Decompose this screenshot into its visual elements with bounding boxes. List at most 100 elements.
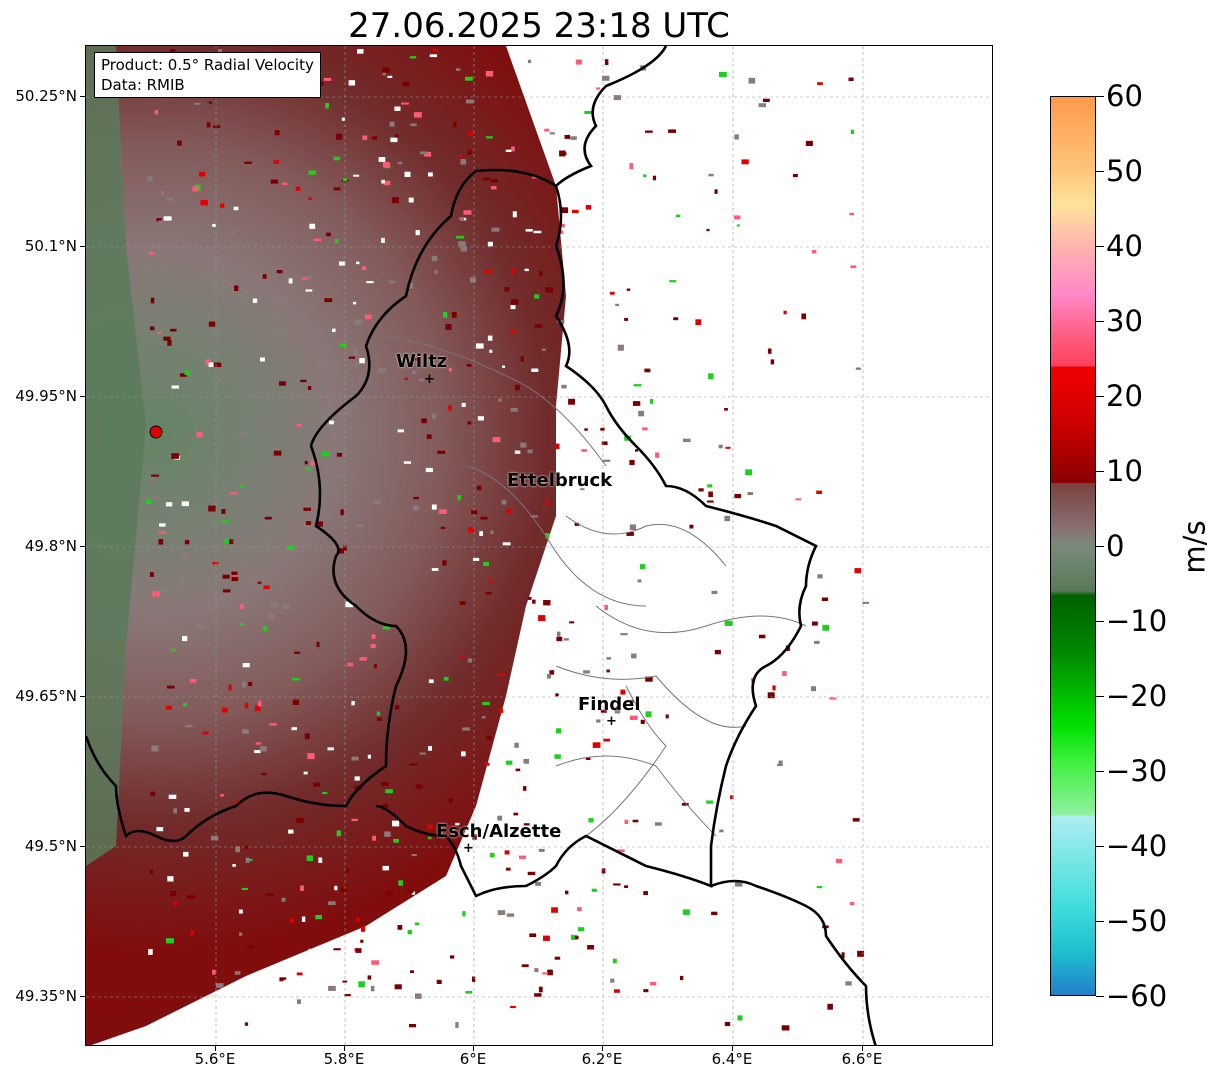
velocity-pixel <box>248 858 253 861</box>
velocity-pixel <box>313 782 320 787</box>
velocity-pixel <box>427 824 433 829</box>
velocity-pixel <box>576 907 582 911</box>
velocity-pixel <box>307 753 315 760</box>
colorbar-tick-label: 50 <box>1106 154 1143 188</box>
velocity-pixel <box>668 129 676 133</box>
velocity-pixel <box>283 979 289 983</box>
velocity-pixel <box>364 314 372 320</box>
velocity-pixel <box>306 466 311 471</box>
velocity-pixel <box>300 379 307 383</box>
velocity-pixel <box>549 621 557 624</box>
velocity-pixel <box>449 955 455 959</box>
velocity-pixel <box>434 270 439 274</box>
velocity-pixel <box>340 887 348 893</box>
velocity-pixel <box>580 389 588 396</box>
velocity-pixel <box>708 173 714 177</box>
product-label: Product: 0.5° Radial Velocity <box>101 56 314 74</box>
velocity-pixel <box>680 975 684 981</box>
velocity-pixel <box>515 974 521 981</box>
radar-map-panel[interactable]: Product: 0.5° Radial Velocity Data: RMIB… <box>85 45 993 1046</box>
velocity-pixel <box>714 189 718 194</box>
velocity-pixel <box>467 149 472 155</box>
lon-tick-mark <box>732 1046 733 1051</box>
velocity-pixel <box>325 410 333 414</box>
velocity-pixel <box>270 179 279 184</box>
velocity-pixel <box>545 533 550 539</box>
velocity-pixel <box>529 685 534 692</box>
velocity-pixel <box>538 848 545 852</box>
velocity-pixel <box>469 277 476 283</box>
velocity-pixel <box>543 600 551 606</box>
velocity-pixel <box>549 132 556 135</box>
velocity-pixel <box>654 822 662 826</box>
velocity-pixel <box>490 530 494 534</box>
velocity-pixel <box>247 945 255 949</box>
velocity-pixel <box>725 435 730 442</box>
velocity-pixel <box>440 526 446 529</box>
velocity-pixel <box>669 280 677 283</box>
velocity-pixel <box>787 887 792 894</box>
velocity-pixel <box>321 451 330 457</box>
velocity-pixel <box>730 795 734 799</box>
velocity-pixel <box>629 524 637 531</box>
velocity-pixel <box>288 278 293 284</box>
velocity-pixel <box>603 738 610 742</box>
velocity-pixel <box>534 993 542 997</box>
velocity-pixel <box>591 888 597 892</box>
velocity-pixel <box>324 298 333 303</box>
velocity-pixel <box>323 77 332 81</box>
velocity-pixel <box>351 818 358 822</box>
velocity-pixel <box>385 789 393 794</box>
velocity-pixel <box>344 994 351 997</box>
velocity-pixel <box>325 103 329 109</box>
velocity-pixel <box>617 224 625 230</box>
velocity-pixel <box>512 211 517 218</box>
velocity-pixel <box>511 709 519 714</box>
velocity-pixel <box>510 305 516 310</box>
velocity-pixel <box>523 758 530 764</box>
velocity-pixel <box>415 230 420 236</box>
velocity-pixel <box>645 676 653 682</box>
velocity-pixel <box>239 604 244 609</box>
velocity-pixel <box>515 768 521 772</box>
velocity-pixel <box>382 865 389 871</box>
velocity-pixel <box>232 864 236 867</box>
velocity-pixel <box>811 686 816 692</box>
velocity-pixel <box>484 762 490 766</box>
velocity-pixel <box>411 854 417 857</box>
velocity-pixel <box>502 365 506 368</box>
velocity-pixel <box>574 522 580 526</box>
velocity-pixel <box>532 599 536 604</box>
lon-tick-label: 5.6°E <box>194 1050 236 1068</box>
colorbar-tick-label: −10 <box>1106 604 1168 638</box>
velocity-pixel <box>556 636 563 642</box>
velocity-pixel <box>270 440 275 443</box>
velocity-pixel <box>568 297 577 302</box>
velocity-pixel <box>190 678 197 683</box>
velocity-pixel <box>557 969 561 975</box>
velocity-pixel <box>535 882 541 886</box>
city-label-findel: Findel <box>578 694 641 715</box>
velocity-pixel <box>560 230 564 234</box>
velocity-pixel <box>642 427 648 431</box>
velocity-pixel <box>539 271 543 277</box>
velocity-pixel <box>865 119 870 124</box>
velocity-pixel <box>747 492 754 496</box>
velocity-pixel <box>614 989 620 993</box>
velocity-pixel <box>650 981 657 986</box>
velocity-pixel <box>725 446 731 449</box>
velocity-pixel <box>767 692 775 699</box>
velocity-pixel <box>545 287 554 293</box>
velocity-pixel <box>341 117 345 121</box>
velocity-pixel <box>559 223 565 228</box>
velocity-pixel <box>583 670 590 674</box>
velocity-pixel <box>630 699 634 703</box>
velocity-pixel <box>475 343 484 349</box>
velocity-pixel <box>402 81 410 87</box>
velocity-pixel <box>443 676 449 681</box>
velocity-pixel <box>292 677 300 681</box>
velocity-pixel <box>254 750 261 754</box>
velocity-pixel <box>724 620 733 626</box>
velocity-pixel <box>606 657 611 660</box>
velocity-pixel <box>419 752 426 755</box>
